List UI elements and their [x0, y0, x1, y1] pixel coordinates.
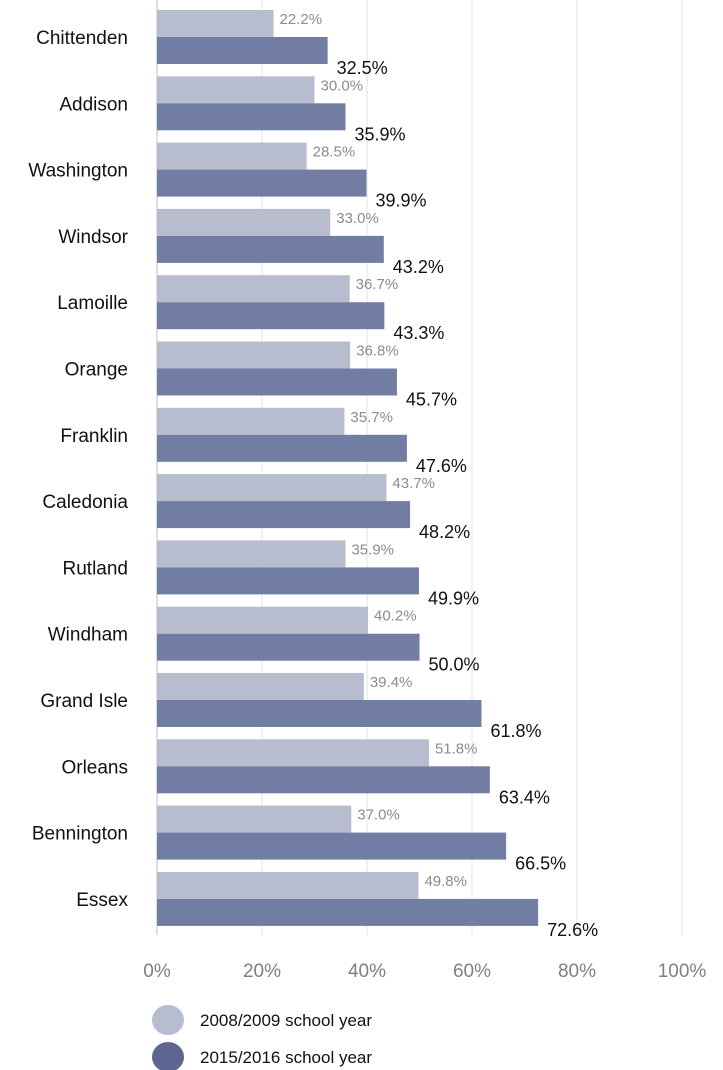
bar-2015-2016-essex: [157, 898, 539, 926]
data-label-2015-2016-essex: 72.6%: [547, 920, 598, 940]
category-label-rutland: Rutland: [63, 558, 129, 579]
bar-2015-2016-franklin: [157, 434, 407, 462]
bar-2008-2009-caledonia: [157, 474, 387, 502]
bar-2015-2016-grand-isle: [157, 700, 482, 727]
data-label-2015-2016-bennington: 66.5%: [515, 854, 566, 874]
data-label-2015-2016-lamoille: 43.3%: [393, 323, 444, 343]
category-label-orange: Orange: [65, 360, 128, 381]
category-label-bennington: Bennington: [32, 824, 128, 845]
data-label-2008-2009-windham: 40.2%: [374, 608, 417, 625]
data-label-2015-2016-caledonia: 48.2%: [419, 522, 470, 542]
bar-2015-2016-windham: [157, 633, 420, 661]
bar-2008-2009-washington: [157, 142, 307, 170]
bar-2008-2009-bennington: [157, 805, 352, 833]
category-label-essex: Essex: [76, 890, 128, 911]
data-label-2015-2016-franklin: 47.6%: [416, 456, 467, 476]
bar-2015-2016-caledonia: [157, 501, 411, 529]
data-label-2008-2009-bennington: 37.0%: [357, 807, 400, 824]
bar-2015-2016-rutland: [157, 567, 419, 595]
data-label-2015-2016-orleans: 63.4%: [499, 787, 550, 807]
bar-2015-2016-addison: [157, 103, 346, 131]
category-label-lamoille: Lamoille: [57, 293, 128, 314]
data-label-2015-2016-windham: 50.0%: [429, 655, 480, 675]
data-label-2008-2009-orleans: 51.8%: [435, 740, 478, 757]
bar-2015-2016-chittenden: [157, 37, 328, 64]
x-tick-label-60: 60%: [453, 961, 491, 982]
data-label-2015-2016-addison: 35.9%: [354, 124, 405, 144]
legend: 2008/2009 school year 2015/2016 school ye…: [152, 1005, 372, 1070]
data-label-2015-2016-grand-isle: 61.8%: [490, 721, 541, 741]
x-tick-label-80: 80%: [558, 961, 596, 982]
bar-2008-2009-grand-isle: [157, 673, 364, 700]
x-tick-label-0: 0%: [143, 961, 171, 982]
data-label-2008-2009-chittenden: 22.2%: [280, 11, 323, 28]
legend-label-2015-2016: 2015/2016 school year: [200, 1048, 372, 1067]
data-label-2015-2016-chittenden: 32.5%: [337, 58, 388, 78]
x-tick-label-40: 40%: [348, 961, 386, 982]
legend-marker-2008-2009: [152, 1005, 184, 1035]
bar-2015-2016-windsor: [157, 235, 384, 263]
category-label-windham: Windham: [48, 625, 128, 646]
bar-2008-2009-chittenden: [157, 10, 274, 37]
data-label-2008-2009-franklin: 35.7%: [350, 409, 393, 426]
x-tick-label-100: 100%: [658, 961, 707, 982]
category-label-washington: Washington: [28, 161, 128, 182]
data-label-2015-2016-rutland: 49.9%: [428, 588, 479, 608]
category-label-grand-isle: Grand Isle: [40, 691, 128, 712]
bar-2015-2016-orleans: [157, 766, 490, 794]
legend-marker-2015-2016: [152, 1042, 184, 1070]
data-label-2008-2009-essex: 49.8%: [424, 873, 467, 890]
bar-2008-2009-franklin: [157, 407, 345, 435]
bar-2015-2016-washington: [157, 169, 367, 197]
data-label-2008-2009-windsor: 33.0%: [336, 210, 379, 227]
data-label-2008-2009-addison: 30.0%: [321, 77, 364, 94]
legend-label-2008-2009: 2008/2009 school year: [200, 1011, 372, 1030]
bars: [157, 10, 539, 926]
bar-2008-2009-addison: [157, 76, 315, 104]
x-tick-label-20: 20%: [243, 961, 281, 982]
bar-2015-2016-orange: [157, 368, 397, 396]
bar-2008-2009-orange: [157, 341, 351, 369]
bar-2008-2009-windham: [157, 606, 369, 634]
category-label-chittenden: Chittenden: [36, 28, 128, 49]
bar-2008-2009-lamoille: [157, 275, 350, 303]
category-label-caledonia: Caledonia: [42, 492, 128, 513]
data-label-2008-2009-caledonia: 43.7%: [392, 475, 435, 492]
bar-2015-2016-bennington: [157, 832, 507, 860]
data-label-2008-2009-washington: 28.5%: [313, 144, 356, 161]
data-label-2015-2016-washington: 39.9%: [375, 191, 426, 211]
bar-2008-2009-windsor: [157, 208, 331, 236]
x-axis-ticks: 0% 20% 40% 60% 80% 100%: [143, 961, 706, 982]
bar-2008-2009-rutland: [157, 540, 346, 568]
category-label-addison: Addison: [59, 94, 128, 115]
data-label-2008-2009-grand-isle: 39.4%: [370, 674, 413, 691]
category-label-orleans: Orleans: [61, 757, 128, 778]
category-labels: Chittenden Addison Washington Windsor Lamoil…: [28, 28, 128, 911]
category-label-franklin: Franklin: [60, 426, 128, 447]
data-labels: 22.2%32.5%30.0%35.9%28.5%39.9%33.0%43.2%…: [280, 11, 599, 940]
category-label-windsor: Windsor: [58, 227, 128, 248]
data-label-2008-2009-orange: 36.8%: [356, 343, 399, 360]
bar-2008-2009-orleans: [157, 739, 429, 767]
data-label-2008-2009-rutland: 35.9%: [351, 541, 394, 558]
data-label-2015-2016-windsor: 43.2%: [393, 257, 444, 277]
bar-2008-2009-essex: [157, 871, 419, 899]
data-label-2015-2016-orange: 45.7%: [406, 390, 457, 410]
bar-2015-2016-lamoille: [157, 302, 385, 330]
data-label-2008-2009-lamoille: 36.7%: [356, 276, 399, 293]
